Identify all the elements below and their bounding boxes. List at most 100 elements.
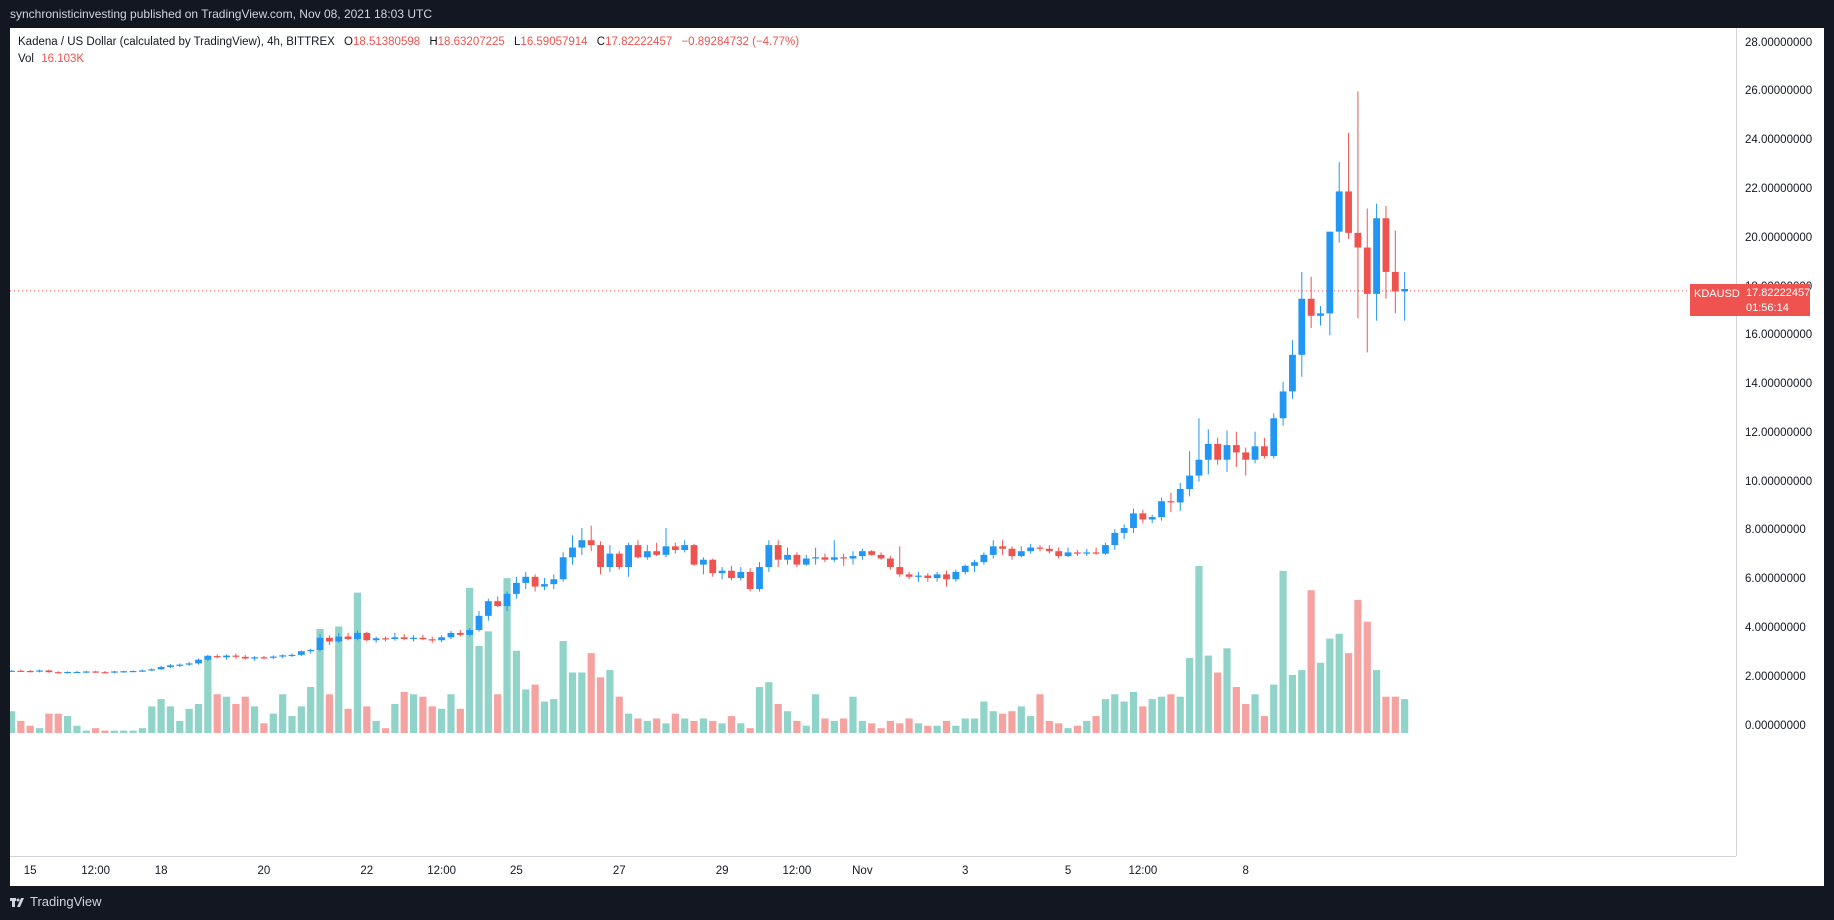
candle-body	[419, 637, 427, 640]
volume-bar	[690, 720, 698, 733]
candle-body	[550, 579, 558, 585]
volume-bar	[905, 718, 913, 733]
volume-bar	[512, 650, 520, 733]
volume-bar	[353, 592, 362, 733]
candle-body	[915, 575, 922, 577]
legend-vol-label[interactable]: Vol	[18, 53, 34, 65]
price-axis-label: 6.00000000	[1745, 573, 1806, 586]
candle-body	[466, 629, 474, 635]
legend-symbol[interactable]: Kadena / US Dollar (calculated by Tradin…	[18, 36, 335, 48]
volume-bar	[587, 653, 595, 733]
volume-bar	[550, 699, 558, 733]
candle-body	[784, 554, 791, 560]
footer-brand[interactable]: TradingView	[30, 894, 102, 909]
volume-bar	[1214, 672, 1222, 733]
volume-bar	[1344, 653, 1353, 733]
legend-high-label: H	[429, 36, 438, 48]
candle-body	[1074, 552, 1081, 554]
volume-bar	[344, 708, 352, 733]
candle-body	[1204, 443, 1212, 460]
time-axis-label: 8	[1242, 865, 1249, 877]
candle-body	[774, 545, 782, 560]
legend-open: 18.51380598	[352, 36, 421, 48]
candle-body	[494, 601, 502, 607]
volume-bar	[241, 696, 249, 733]
volume-bar	[101, 730, 109, 733]
candle-body	[1242, 452, 1250, 460]
volume-bar	[475, 645, 483, 733]
time-axis-label: 20	[257, 865, 271, 877]
volume-bar	[1363, 621, 1371, 733]
volume-bar	[110, 730, 118, 733]
last-price-tag: KDAUSD 17.82222457 01:56:14	[1690, 283, 1810, 316]
candle-body	[1335, 191, 1343, 232]
candle-body	[354, 632, 361, 640]
candle-body	[559, 557, 567, 580]
volume-bar	[10, 711, 16, 733]
volume-bar	[1120, 701, 1128, 733]
volume-bar	[1195, 566, 1203, 733]
chart-area[interactable]: Kadena / US Dollar (calculated by Tradin…	[10, 28, 1736, 856]
volume-bar	[709, 720, 717, 733]
candle-body	[765, 545, 773, 568]
volume-bar	[1167, 694, 1175, 733]
candle-body	[372, 638, 380, 641]
candle-body	[1401, 288, 1409, 292]
candle-body	[1120, 528, 1128, 533]
candle-body	[905, 574, 913, 577]
candle-body	[513, 582, 520, 594]
time-axis[interactable]: 15 12:00 18 20 22 12:00 25 27 29 12:00 Nov 3 5 12:00 8	[10, 856, 1736, 887]
candlestick-chart[interactable]	[10, 28, 1736, 856]
candle-body	[1186, 475, 1193, 490]
chart-panel[interactable]: Kadena / US Dollar (calculated by Tradin…	[10, 28, 1824, 886]
candle-body	[1045, 548, 1053, 552]
candle-body	[541, 584, 548, 587]
volume-bar	[269, 713, 277, 733]
candle-body	[1261, 446, 1268, 457]
volume-bar	[802, 725, 810, 733]
candle-body	[176, 664, 184, 666]
volume-bar	[643, 720, 651, 733]
volume-bar	[1064, 728, 1072, 733]
candle-body	[344, 636, 352, 640]
volume-bar	[774, 703, 782, 733]
footer: TradingView	[0, 886, 1834, 920]
candle-body	[428, 639, 436, 641]
tradingview-logo-icon[interactable]	[10, 895, 24, 909]
volume-bar	[793, 720, 801, 733]
volume-bar	[755, 687, 764, 733]
volume-bar	[914, 723, 923, 733]
volume-bar	[765, 682, 773, 733]
candle-body	[1064, 552, 1072, 557]
candle-body	[17, 670, 25, 672]
volume-bar	[251, 706, 259, 733]
candle-body	[1270, 418, 1278, 457]
candle-body	[793, 554, 801, 565]
price-axis[interactable]: 28.00000000 26.00000000 24.00000000 22.0000…	[1736, 28, 1825, 856]
volume-bar	[400, 691, 408, 733]
candle-body	[606, 553, 614, 568]
volume-bar	[989, 711, 997, 733]
volume-bar	[176, 720, 184, 733]
candle-body	[728, 570, 735, 579]
volume-bar	[1083, 720, 1091, 733]
candle-body	[522, 576, 530, 583]
volume-bar	[1354, 599, 1362, 733]
candle-body	[1008, 548, 1016, 557]
legend-vol: 16.103K	[41, 53, 85, 65]
candle-body	[363, 632, 371, 641]
candle-body	[195, 659, 202, 664]
candle-body	[503, 593, 511, 607]
volume-bar	[64, 716, 72, 733]
volume-bar	[260, 723, 268, 733]
volume-bar	[999, 713, 1007, 733]
legend-close-label: C	[596, 36, 606, 48]
volume-bar	[877, 728, 885, 733]
volume-bar	[185, 708, 193, 733]
volume-bar	[1335, 633, 1343, 733]
candle-body	[1036, 547, 1044, 549]
candle-body	[887, 558, 894, 568]
price-axis-label: 10.00000000	[1745, 475, 1813, 488]
volume-bar	[204, 655, 212, 733]
candle-body	[868, 551, 876, 555]
